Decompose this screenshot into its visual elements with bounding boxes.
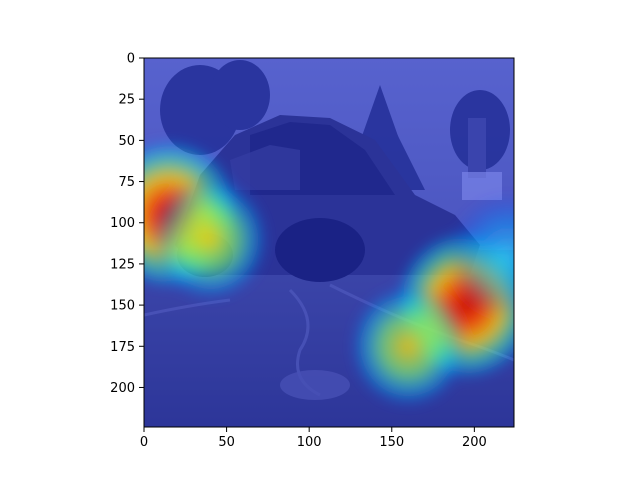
y-tick-label: 0 [127, 52, 135, 67]
y-tick-label: 50 [118, 134, 135, 149]
y-tick-label: 200 [110, 381, 135, 396]
y-tick-label: 125 [110, 257, 135, 272]
x-tick-label: 100 [297, 435, 322, 450]
y-tick-label: 100 [110, 216, 135, 231]
axes-area: 0 50 100 150 200 0 25 50 75 100 125 150 175 200 [110, 52, 515, 450]
x-tick-label: 200 [462, 435, 487, 450]
y-tick-label: 25 [118, 93, 135, 108]
y-tick-label: 75 [118, 175, 135, 190]
hotspot-1 [150, 176, 271, 303]
y-tick-label: 175 [110, 340, 135, 355]
x-axis: 0 50 100 150 200 [140, 427, 487, 450]
x-tick-label: 0 [140, 435, 148, 450]
hotspot-3 [348, 283, 469, 410]
y-axis: 0 25 50 75 100 125 150 175 200 [110, 52, 144, 396]
heatmap-image [144, 58, 514, 427]
y-tick-label: 150 [110, 299, 135, 314]
x-tick-label: 50 [218, 435, 235, 450]
hotspot-4 [447, 192, 514, 319]
axes-frame [143, 57, 515, 428]
hotspot-layer [144, 138, 514, 410]
x-tick-label: 150 [379, 435, 404, 450]
